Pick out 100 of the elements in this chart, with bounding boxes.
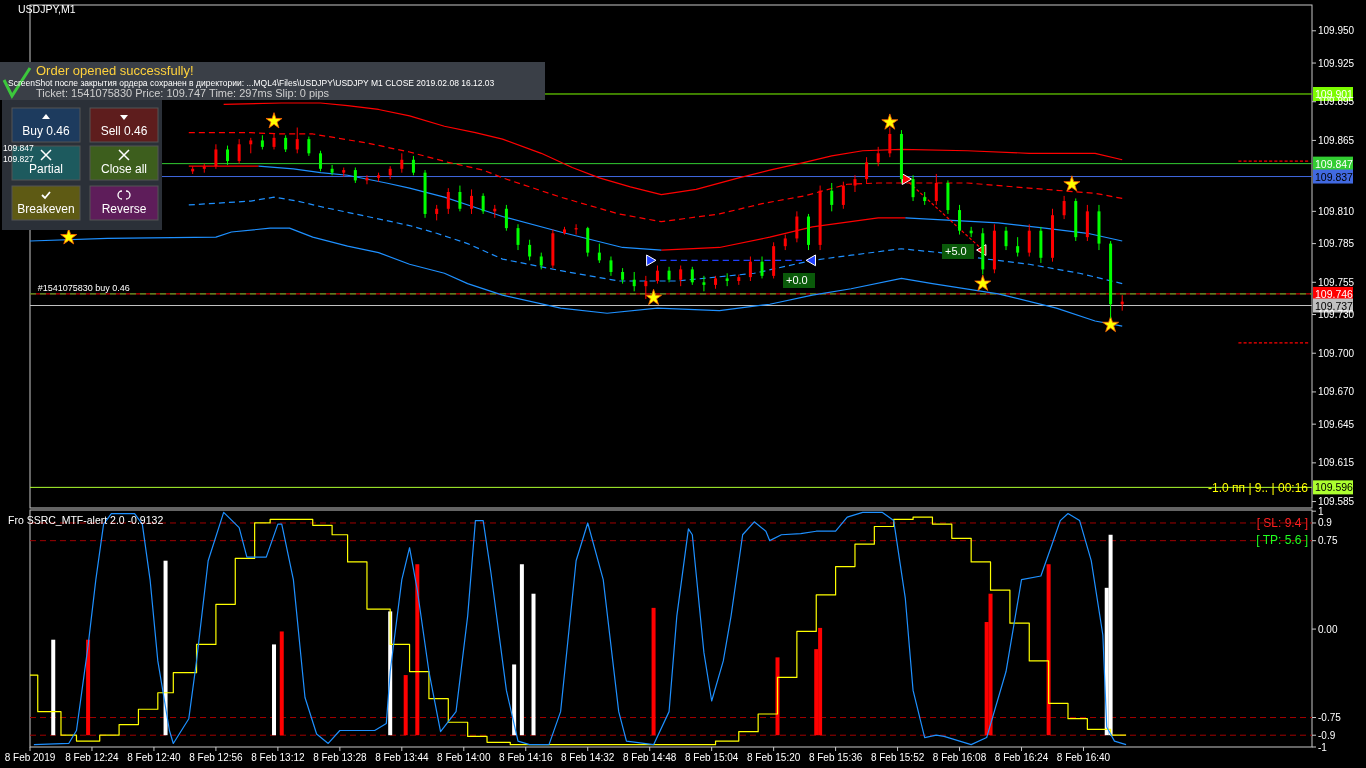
point xyxy=(265,112,283,129)
candlestick xyxy=(865,156,869,184)
annotation: Order opened successfully! xyxy=(36,63,194,78)
ref-line-label: 109.746 xyxy=(1315,287,1354,300)
y-tick-label: 109.615 xyxy=(1318,457,1355,469)
candlestick xyxy=(597,243,601,264)
candlestick xyxy=(748,256,752,282)
ref-line-label: 109.837 xyxy=(1315,170,1354,183)
y-tick-label: 109.950 xyxy=(1318,25,1355,37)
y-tick-label: 109.585 xyxy=(1318,496,1355,508)
bar xyxy=(86,639,91,736)
annotation: Buy 0.46 xyxy=(22,124,71,138)
candlestick xyxy=(307,136,311,157)
ref-line-label: 109.596 xyxy=(1315,481,1354,494)
y-tick-label: 109.700 xyxy=(1318,347,1355,359)
candlestick xyxy=(911,174,915,202)
x-tick-label: 8 Feb 14:48 xyxy=(623,752,677,763)
ref-line-label: 109.737 xyxy=(1315,299,1354,312)
bar xyxy=(651,607,656,736)
candlestick xyxy=(1004,226,1008,251)
annotation: +5.0 xyxy=(945,245,967,257)
bar xyxy=(512,664,517,736)
candlestick xyxy=(528,239,532,261)
y-tick-label: 109.785 xyxy=(1318,238,1355,250)
candlestick xyxy=(690,266,694,286)
candlestick xyxy=(609,256,613,277)
annotation: Breakeven xyxy=(17,202,75,216)
x-tick-label: 8 Feb 12:56 xyxy=(189,752,244,763)
x-tick-label: 8 Feb 14:00 xyxy=(437,752,491,763)
candlestick xyxy=(679,265,683,287)
ref-line-label: 109.847 xyxy=(1315,157,1354,170)
bar xyxy=(279,631,284,736)
point xyxy=(881,113,899,130)
y-tick-label: -1 xyxy=(1318,741,1328,753)
x-tick-label: 8 Feb 16:40 xyxy=(1056,752,1111,763)
y-tick-label: 0.75 xyxy=(1318,535,1338,547)
x-tick-label: 8 Feb 15:04 xyxy=(684,752,739,763)
annotation: 109.827 xyxy=(3,154,34,164)
bar xyxy=(1046,564,1051,736)
candlestick xyxy=(632,271,636,292)
bar xyxy=(272,644,277,736)
y-tick-label: 0.00 xyxy=(1318,623,1338,635)
candlestick xyxy=(516,223,520,251)
candlestick xyxy=(504,204,508,232)
x-tick-label: 8 Feb 12:24 xyxy=(65,752,120,763)
candlestick xyxy=(795,210,799,243)
candlestick xyxy=(458,185,462,212)
y-tick-label: 109.730 xyxy=(1318,309,1355,321)
candlestick xyxy=(411,155,415,176)
bar xyxy=(818,627,823,736)
annotation: Close all xyxy=(100,162,148,176)
candlestick xyxy=(237,138,241,165)
x-tick-label: 8 Feb 15:36 xyxy=(808,752,863,763)
line-series xyxy=(29,227,1123,327)
candlestick xyxy=(1016,236,1020,257)
x-tick-label: 8 Feb 2019 xyxy=(4,752,56,763)
candlestick xyxy=(841,181,845,210)
x-tick-label: 8 Feb 12:40 xyxy=(127,752,182,763)
candlestick xyxy=(830,182,834,212)
x-tick-label: 8 Feb 13:12 xyxy=(251,752,305,763)
point xyxy=(60,228,78,245)
bar xyxy=(403,675,408,736)
x-tick-label: 8 Feb 16:24 xyxy=(994,752,1049,763)
candlestick xyxy=(318,150,322,172)
line-series xyxy=(223,102,1123,196)
x-tick-label: 8 Feb 13:28 xyxy=(313,752,367,763)
candlestick xyxy=(330,164,334,176)
x-tick-label: 8 Feb 13:44 xyxy=(375,752,429,763)
annotation: Ticket: 1541075830 Price: 109.747 Time: 297ms Slip: 0 pips xyxy=(36,87,330,99)
y-tick-label: 109.670 xyxy=(1318,386,1355,398)
bar xyxy=(531,593,536,736)
x-tick-label: 8 Feb 14:16 xyxy=(499,752,553,763)
point xyxy=(1102,316,1120,333)
annotation: Reverse xyxy=(101,202,147,216)
candlestick xyxy=(1062,195,1066,220)
bar xyxy=(51,639,56,736)
y-tick-label: 109.645 xyxy=(1318,418,1355,430)
candlestick xyxy=(226,145,230,166)
candlestick xyxy=(853,174,857,193)
candlestick xyxy=(400,152,404,174)
x-tick-label: 8 Feb 14:32 xyxy=(561,752,615,763)
candlestick xyxy=(760,256,764,279)
annotation: 109.847 xyxy=(3,143,34,153)
annotation: Partial xyxy=(28,162,64,176)
y-tick-label: 0.9 xyxy=(1318,517,1333,529)
candlestick xyxy=(446,187,450,215)
point xyxy=(1063,175,1081,192)
bar xyxy=(988,593,993,736)
candlestick xyxy=(876,146,880,167)
bar xyxy=(519,564,524,736)
x-tick-label: 8 Feb 16:08 xyxy=(932,752,987,763)
candlestick xyxy=(888,127,892,158)
bar xyxy=(1108,534,1113,736)
candlestick xyxy=(958,204,962,236)
candlestick xyxy=(702,275,706,292)
y-tick-label: 109.755 xyxy=(1318,276,1355,288)
y-tick-label: 1 xyxy=(1318,505,1324,517)
bar xyxy=(163,560,168,736)
y-tick-label: 109.810 xyxy=(1318,205,1355,217)
y-tick-label: -0.75 xyxy=(1318,712,1342,724)
